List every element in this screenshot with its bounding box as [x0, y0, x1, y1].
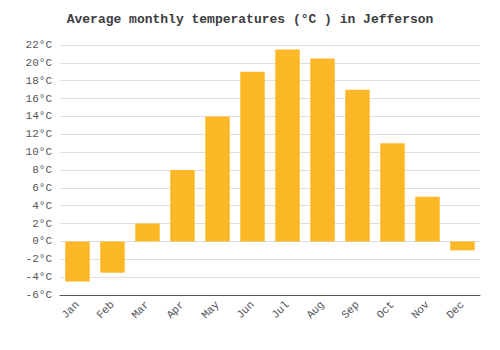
svg-text:May: May: [199, 298, 222, 321]
svg-text:22°C: 22°C: [26, 39, 53, 51]
svg-text:Mar: Mar: [129, 299, 151, 321]
svg-text:12°C: 12°C: [26, 128, 53, 140]
svg-text:18°C: 18°C: [26, 75, 53, 87]
svg-text:16°C: 16°C: [26, 93, 53, 105]
svg-text:Oct: Oct: [374, 299, 396, 321]
svg-text:Jul: Jul: [269, 299, 291, 321]
svg-text:Jun: Jun: [234, 299, 256, 321]
svg-text:Feb: Feb: [94, 299, 116, 321]
svg-text:-4°C: -4°C: [26, 271, 53, 283]
svg-text:4°C: 4°C: [32, 200, 52, 212]
svg-text:20°C: 20°C: [26, 57, 53, 69]
svg-text:2°C: 2°C: [32, 218, 52, 230]
svg-text:Aug: Aug: [304, 299, 326, 321]
svg-text:-2°C: -2°C: [26, 253, 53, 265]
svg-text:Average monthly temperatures (: Average monthly temperatures (°C ) in Je…: [67, 12, 434, 27]
svg-text:Nov: Nov: [409, 298, 432, 321]
svg-text:14°C: 14°C: [26, 110, 53, 122]
svg-text:6°C: 6°C: [32, 182, 52, 194]
svg-text:-6°C: -6°C: [26, 289, 53, 301]
svg-text:Jan: Jan: [59, 299, 81, 321]
svg-text:0°C: 0°C: [32, 235, 52, 247]
svg-text:10°C: 10°C: [26, 146, 53, 158]
svg-text:Sep: Sep: [339, 299, 361, 321]
svg-text:Apr: Apr: [164, 299, 186, 321]
svg-text:Dec: Dec: [444, 299, 466, 321]
svg-text:8°C: 8°C: [32, 164, 52, 176]
